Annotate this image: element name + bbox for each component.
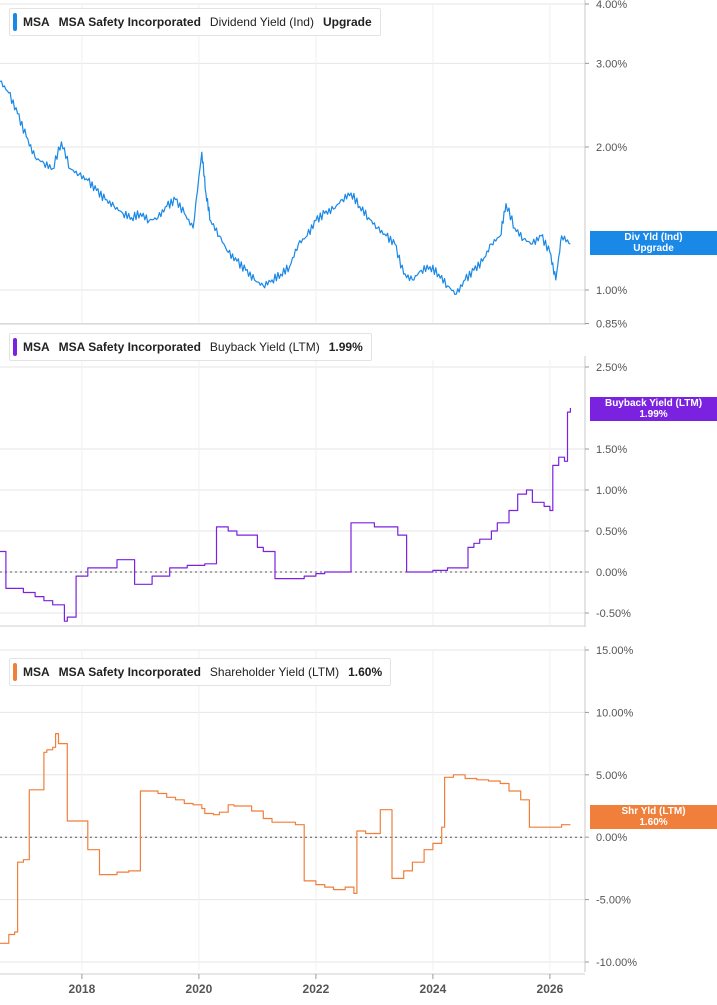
dividend-ytick-label: 2.00% xyxy=(596,142,627,154)
shareholder-ytick-label: -10.00% xyxy=(596,957,637,969)
buyback-ytick-label: 0.00% xyxy=(596,567,627,579)
badge-value: 1.60% xyxy=(639,817,668,828)
shareholder-value-badge: Shr Yld (LTM) 1.60% xyxy=(590,805,717,829)
buyback-ytick-label: 1.00% xyxy=(596,485,627,497)
buyback-ytick-label: 2.50% xyxy=(596,362,627,374)
legend-company: MSA Safety Incorporated xyxy=(58,340,201,354)
buyback-legend[interactable]: MSA MSA Safety Incorporated Buyback Yiel… xyxy=(9,333,372,361)
shareholder-ytick-label: 5.00% xyxy=(596,770,627,782)
legend-metric: Buyback Yield (LTM) xyxy=(209,340,320,354)
badge-value: 1.99% xyxy=(639,409,668,420)
dividend-ytick-label: 0.85% xyxy=(596,319,627,331)
x-tick-label: 2024 xyxy=(420,982,447,996)
x-tick-label: 2022 xyxy=(303,982,330,996)
legend-ticker: MSA xyxy=(23,340,50,354)
grid-lines xyxy=(0,3,585,970)
shareholder-legend-swatch xyxy=(13,663,17,681)
series-layer xyxy=(0,80,571,944)
shareholder-ytick-label: 0.00% xyxy=(596,832,627,844)
x-tick-label: 2018 xyxy=(69,982,96,996)
x-tick-label: 2026 xyxy=(537,982,564,996)
tick-labels: 4.00% 3.00% 2.00% 1.00% 0.85% 2.50% 1.50% 1.00%… xyxy=(69,0,638,996)
badge-label: Shr Yld (LTM) xyxy=(621,806,686,817)
legend-value: 1.99% xyxy=(328,340,363,354)
buyback-ytick-label: -0.50% xyxy=(596,608,631,620)
dividend-ytick-label: 3.00% xyxy=(596,58,627,70)
dividend-value-badge: Div Yld (Ind) Upgrade xyxy=(590,231,717,255)
buyback-legend-swatch xyxy=(13,338,17,356)
legend-company: MSA Safety Incorporated xyxy=(58,15,201,29)
badge-label: Buyback Yield (LTM) xyxy=(604,398,703,409)
legend-ticker: MSA xyxy=(23,15,50,29)
legend-company: MSA Safety Incorporated xyxy=(58,665,201,679)
buyback-value-badge: Buyback Yield (LTM) 1.99% xyxy=(590,397,717,421)
dividend-legend-swatch xyxy=(13,13,17,31)
legend-metric: Shareholder Yield (LTM) xyxy=(209,665,340,679)
shareholder-series-line xyxy=(0,733,571,944)
axis-layer xyxy=(0,0,589,979)
dividend-ytick-label: 4.00% xyxy=(596,0,627,11)
dividend-legend[interactable]: MSA MSA Safety Incorporated Dividend Yie… xyxy=(9,8,381,36)
buyback-ytick-label: 1.50% xyxy=(596,444,627,456)
badge-value: Upgrade xyxy=(633,243,674,254)
badge-label: Div Yld (Ind) xyxy=(624,232,683,243)
dividend-ytick-label: 1.00% xyxy=(596,285,627,297)
legend-value: Upgrade xyxy=(322,15,372,29)
buyback-ytick-label: 0.50% xyxy=(596,526,627,538)
buyback-series-line xyxy=(0,408,571,622)
x-tick-label: 2020 xyxy=(186,982,213,996)
shareholder-ytick-label: -5.00% xyxy=(596,895,631,907)
legend-metric: Dividend Yield (Ind) xyxy=(209,15,314,29)
legend-ticker: MSA xyxy=(23,665,50,679)
shareholder-ytick-label: 10.00% xyxy=(596,707,634,719)
dividend-series-line xyxy=(0,80,571,295)
shareholder-ytick-label: 15.00% xyxy=(596,645,634,657)
legend-value: 1.60% xyxy=(348,665,383,679)
shareholder-legend[interactable]: MSA MSA Safety Incorporated Shareholder … xyxy=(9,658,392,686)
